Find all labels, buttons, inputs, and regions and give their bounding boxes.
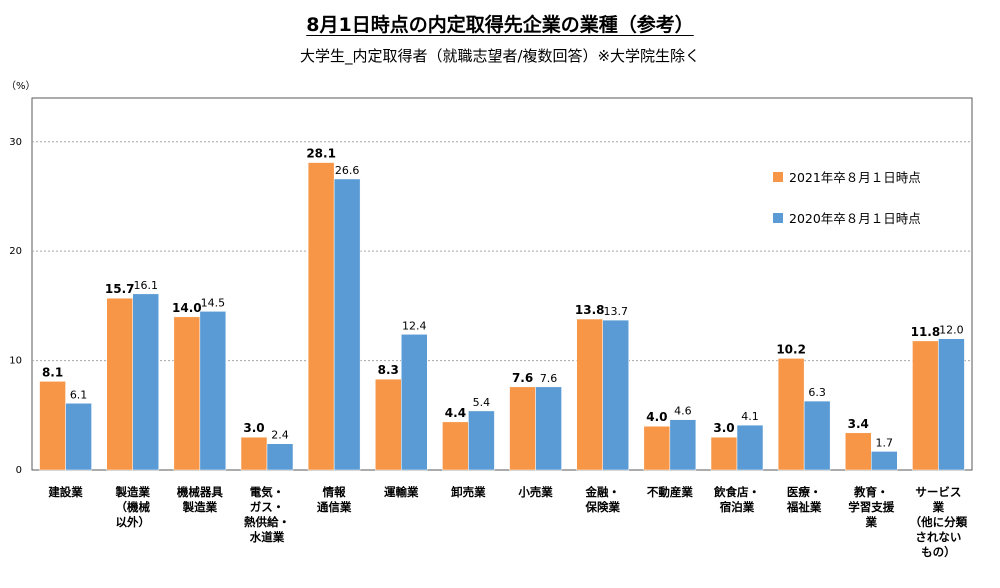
data-label: 13.8	[575, 303, 605, 317]
bar-series-2021	[39, 381, 66, 471]
bar-series-2020	[132, 293, 159, 471]
bar-series-2020	[333, 178, 361, 471]
category-label: 水道業	[250, 530, 285, 544]
category-label: 機械器具	[177, 485, 223, 499]
data-label: 1.7	[876, 436, 894, 449]
category-label: 熱供給・	[244, 515, 290, 529]
plot-area	[31, 97, 973, 471]
category-label: 医療・	[787, 485, 822, 499]
category-label: （他に分類	[910, 515, 968, 529]
category-label: 卸売業	[451, 485, 486, 499]
bar-series-2020	[266, 443, 294, 471]
chart-subtitle: 大学生_内定取得者（就職志望者/複数回答）※大学院生除く	[299, 47, 701, 65]
bar-series-2021	[106, 297, 133, 471]
data-label: 4.4	[445, 406, 466, 420]
data-label: 8.1	[42, 365, 63, 379]
category-label: 保険業	[584, 500, 620, 514]
data-label: 11.8	[911, 325, 941, 339]
data-label: 6.1	[70, 388, 88, 401]
category-label: 教育・	[853, 485, 889, 499]
data-label: 14.0	[172, 301, 202, 315]
category-label: 業	[865, 515, 878, 529]
legend-label: 2020年卒８月１日時点	[789, 211, 921, 226]
bar-series-2020	[938, 338, 965, 471]
category-label: 製造業	[182, 500, 218, 514]
legend-label: 2021年卒８月１日時点	[789, 170, 921, 185]
category-label: 小売業	[517, 485, 553, 499]
data-label: 26.6	[335, 164, 360, 177]
category-label: 業	[932, 500, 945, 514]
data-label: 8.3	[378, 363, 399, 377]
category-label: ガス・	[250, 500, 285, 514]
data-label: 4.0	[646, 410, 667, 424]
data-label: 10.2	[776, 342, 806, 356]
bar-series-2021	[375, 378, 402, 471]
data-label: 2.4	[271, 429, 289, 442]
data-label: 3.4	[848, 417, 869, 431]
data-label: 4.6	[674, 405, 692, 418]
legend-swatch	[773, 172, 783, 182]
bar-series-2021	[777, 358, 805, 471]
bar-series-2021	[307, 162, 335, 471]
bar-series-2021	[576, 318, 603, 471]
category-label: もの）	[921, 545, 956, 559]
bar-series-2020	[199, 311, 227, 471]
data-label: 6.3	[808, 386, 826, 399]
category-label: 電気・	[250, 485, 285, 499]
bar-series-2020	[602, 319, 629, 471]
category-label: 金融・	[584, 485, 620, 499]
bar-series-2020	[736, 424, 764, 471]
category-label: 飲食店・	[713, 485, 760, 499]
category-label: 不動産業	[647, 485, 693, 499]
y-tick-label: 10	[9, 356, 22, 367]
category-label: 以外）	[115, 515, 150, 529]
category-label: 情報	[322, 485, 346, 499]
bar-series-2021	[912, 340, 939, 471]
bar-series-2020	[803, 400, 831, 471]
category-label: （機械	[115, 500, 150, 514]
bar-series-2021	[643, 425, 671, 471]
data-label: 7.6	[540, 372, 558, 385]
data-label: 7.6	[512, 371, 533, 385]
bar-series-2021	[173, 316, 201, 471]
category-label: 福祉業	[786, 500, 822, 514]
y-tick-label: 20	[9, 246, 22, 257]
bar-series-2020	[468, 410, 495, 471]
data-label: 13.7	[603, 305, 628, 318]
data-label: 12.0	[939, 324, 964, 337]
bar-series-2021	[845, 432, 872, 471]
category-label: 通信業	[317, 500, 352, 514]
data-label: 3.0	[713, 421, 734, 435]
bar-series-2021	[710, 436, 738, 471]
data-label: 4.1	[741, 410, 759, 423]
category-label: 学習支援	[848, 500, 894, 514]
y-axis-unit-label: （%）	[6, 80, 36, 92]
bar-series-2021	[509, 386, 536, 471]
data-label: 16.1	[133, 279, 158, 292]
bar-series-2020	[871, 451, 898, 471]
bar-series-2021	[442, 421, 469, 471]
bar-series-2021	[240, 436, 268, 471]
category-label: 建設業	[48, 485, 83, 499]
y-tick-label: 0	[16, 465, 22, 476]
category-label: されない	[915, 530, 961, 544]
bar-series-2020	[65, 403, 92, 471]
chart-title: 8月1日時点の内定取得先企業の業種（参考）	[306, 14, 694, 36]
bar-series-2020	[669, 419, 697, 471]
category-label: 宿泊業	[720, 500, 755, 514]
data-label: 3.0	[243, 421, 264, 435]
category-label: 製造業	[114, 485, 150, 499]
data-label: 14.5	[201, 296, 226, 309]
bar-series-2020	[535, 386, 562, 471]
category-label: サービス	[915, 485, 961, 499]
y-tick-label: 30	[9, 137, 22, 148]
bar-series-2020	[401, 334, 428, 471]
category-label: 運輸業	[384, 485, 419, 499]
data-label: 12.4	[402, 319, 427, 332]
data-label: 28.1	[306, 147, 336, 161]
legend-swatch	[773, 213, 783, 223]
data-label: 15.7	[105, 282, 135, 296]
data-label: 5.4	[473, 396, 491, 409]
